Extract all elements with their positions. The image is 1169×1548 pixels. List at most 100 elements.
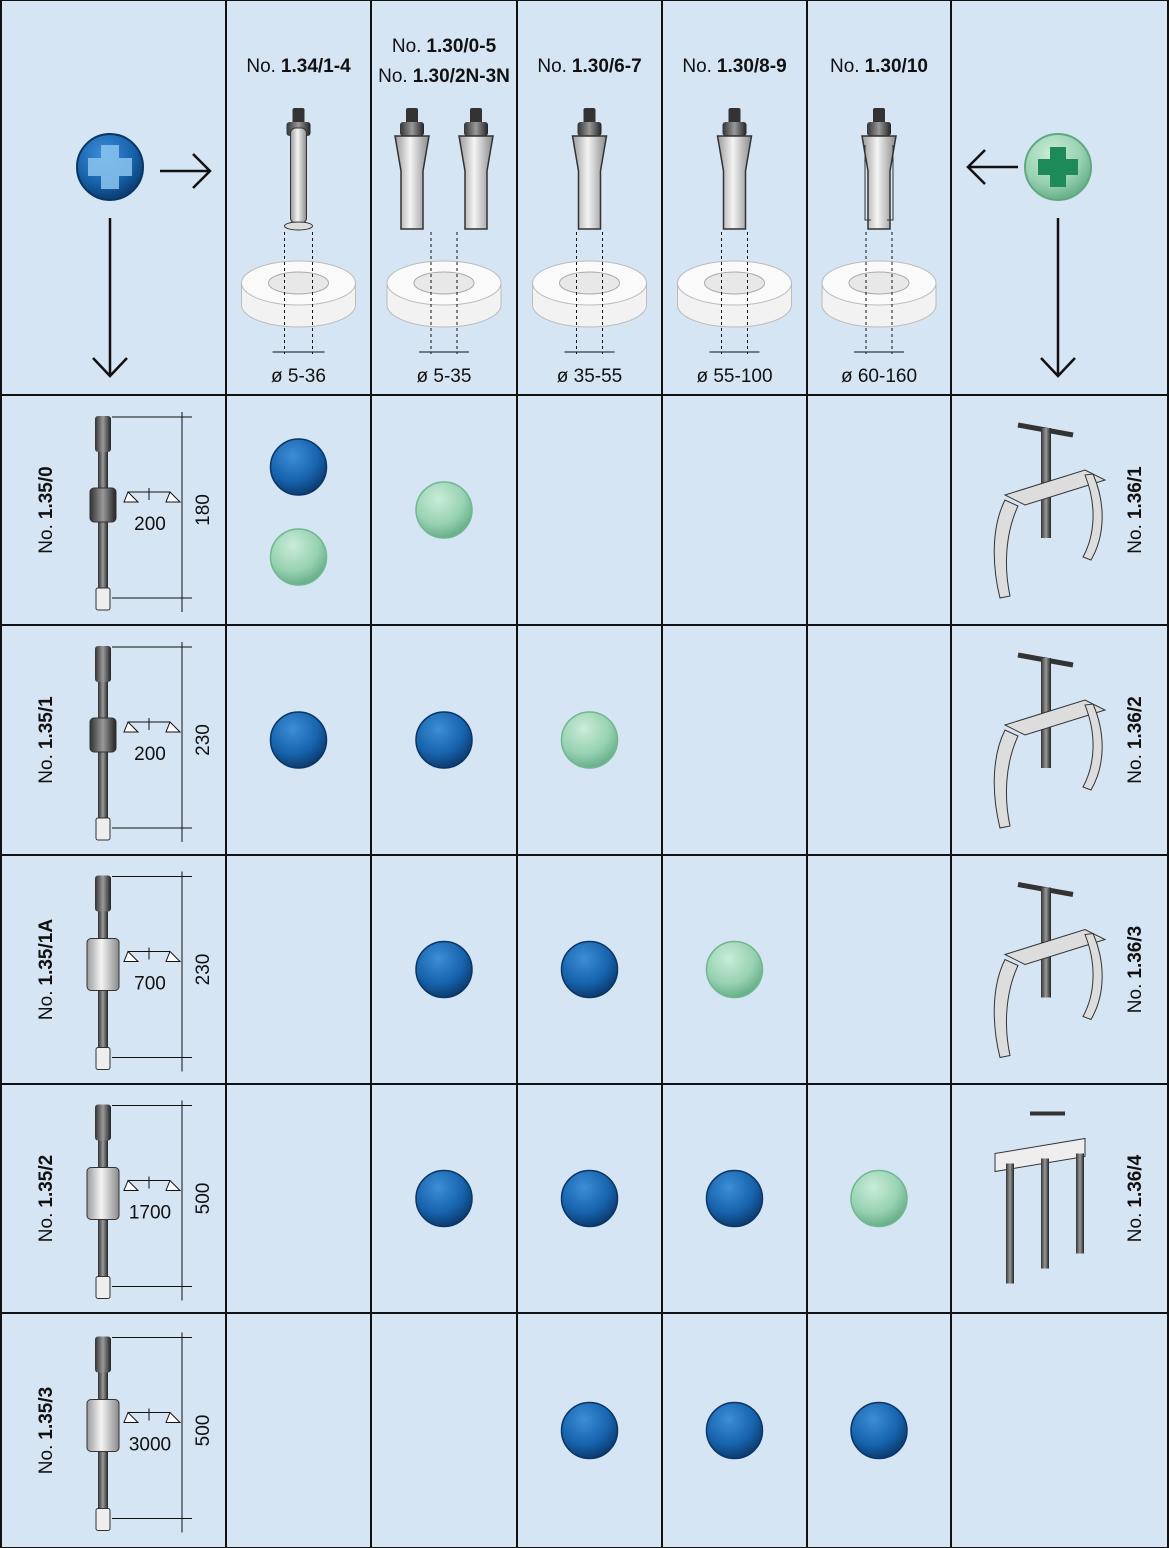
table-row: No. 1.35/2 1700 500 No. 1.36/4: [36, 1100, 1146, 1301]
puller-drawing: [993, 652, 1107, 829]
label-code: 1.36/1: [1125, 466, 1146, 519]
dimension-line: [430, 232, 458, 354]
weight-label: 3000: [129, 1435, 171, 1456]
weight-label: 700: [134, 974, 166, 995]
blue-dot: [269, 438, 328, 496]
row-label: No. 1.35/1: [36, 696, 57, 784]
green-dot: [705, 940, 764, 999]
length-label: 500: [193, 1415, 214, 1447]
diameter-label: ø 5-35: [417, 366, 472, 387]
diameter-label: ø 5-36: [271, 366, 326, 387]
tool-drawing: [571, 108, 608, 230]
label-code: 1.34/1-4: [281, 56, 351, 77]
row-label: No. 1.35/2: [36, 1155, 57, 1242]
slide-hammer-drawing: [89, 642, 192, 842]
blue-dot: [269, 711, 328, 769]
blue-dot: [560, 1169, 619, 1228]
column-label: No. 1.30/10: [830, 56, 928, 77]
label-prefix: No.: [36, 524, 57, 554]
green-dot: [269, 528, 328, 586]
blue-dot: [705, 1169, 764, 1228]
column-label: No. 1.30/6-7: [537, 56, 641, 77]
label-prefix: No.: [246, 56, 276, 77]
label-prefix: No.: [36, 990, 57, 1020]
scale-icon: [123, 488, 182, 503]
table-row: No. 1.35/1A 700 230 No. 1.36/3: [36, 871, 1146, 1072]
label-prefix: No.: [1125, 1213, 1146, 1243]
blue-dot: [850, 1401, 908, 1460]
blue-dot: [560, 1401, 619, 1460]
table-row: No. 1.35/1 200 230 No. 1.36/2: [36, 642, 1146, 842]
table-row: No. 1.35/0 200 180 No. 1.36/1: [36, 412, 1146, 612]
row-label: No. 1.35/3: [36, 1387, 57, 1474]
label-prefix: No.: [1125, 754, 1146, 784]
column-label: No. 1.30/0-5: [392, 36, 497, 57]
label-prefix: No.: [36, 754, 57, 784]
row-label: No. 1.35/0: [36, 466, 57, 553]
puller-drawing: [993, 882, 1107, 1059]
weight-label: 200: [134, 744, 166, 765]
label-prefix: No.: [392, 36, 422, 57]
slide-hammer-drawing: [86, 871, 192, 1072]
label-prefix: No.: [830, 56, 860, 77]
label-prefix: No.: [1125, 984, 1146, 1014]
tool-drawing: [284, 108, 313, 231]
arrows: [92, 149, 1076, 378]
header-column: No. 1.30/10 ø 60-160: [821, 56, 937, 387]
length-label: 180: [193, 494, 214, 526]
column-label: No. 1.30/8-9: [682, 56, 786, 77]
dimension-line: [576, 232, 603, 354]
tool-drawing: [394, 108, 430, 230]
length-label: 230: [193, 954, 214, 986]
label-code: 1.35/2: [36, 1155, 57, 1208]
label-code: 1.35/0: [36, 466, 57, 519]
label-code: 1.35/3: [36, 1387, 57, 1440]
puller-label: No. 1.36/3: [1125, 926, 1146, 1013]
blue-dot: [415, 940, 473, 999]
header-column: No. 1.30/6-7 ø 35-55: [532, 56, 647, 387]
label-prefix: No.: [1125, 524, 1146, 554]
length-label: 500: [193, 1183, 214, 1215]
tool-drawing: [458, 108, 494, 230]
puller-drawing: [993, 422, 1107, 599]
label-code: 1.30/6-7: [572, 56, 642, 77]
label-code: 1.35/1: [36, 696, 57, 749]
label-code: 1.30/2N-3N: [413, 66, 510, 87]
label-prefix: No.: [36, 1445, 57, 1475]
slide-hammer-drawing: [86, 1100, 192, 1301]
label-prefix: No.: [378, 66, 408, 87]
header-column: No. 1.34/1-4 ø 5-36: [241, 56, 356, 387]
dimension-line: [865, 232, 893, 354]
length-label: 230: [193, 724, 214, 756]
label-code: 1.30/10: [865, 56, 928, 77]
scale-icon: [123, 1408, 182, 1423]
label-prefix: No.: [682, 56, 712, 77]
puller-label: No. 1.36/1: [1125, 466, 1146, 554]
tool-drawing: [861, 108, 897, 230]
blue-plus-icon: [76, 133, 144, 201]
scale-icon: [123, 718, 182, 733]
column-label: No. 1.30/2N-3N: [378, 66, 510, 87]
puller-drawing: [994, 1111, 1086, 1284]
weight-label: 1700: [129, 1203, 171, 1224]
tool-drawing: [716, 108, 753, 230]
weight-label: 200: [134, 514, 166, 535]
label-prefix: No.: [537, 56, 567, 77]
label-code: 1.36/3: [1125, 926, 1146, 979]
label-code: 1.36/2: [1125, 696, 1146, 749]
blue-dot: [415, 1169, 473, 1228]
slide-hammer-drawing: [89, 412, 192, 612]
header-column: No. 1.30/0-5No. 1.30/2N-3Nø 5-35: [378, 36, 510, 387]
diameter-label: ø 60-160: [841, 366, 917, 387]
slide-hammer-drawing: [86, 1332, 192, 1533]
dimension-line: [284, 232, 313, 354]
dimension-line: [721, 232, 748, 354]
column-label: No. 1.34/1-4: [246, 56, 351, 77]
table-row: No. 1.35/3 3000 500: [36, 1332, 908, 1533]
puller-label: No. 1.36/2: [1125, 696, 1146, 783]
green-plus-icon: [1024, 133, 1092, 201]
header-column: No. 1.30/8-9 ø 55-100: [677, 56, 792, 387]
